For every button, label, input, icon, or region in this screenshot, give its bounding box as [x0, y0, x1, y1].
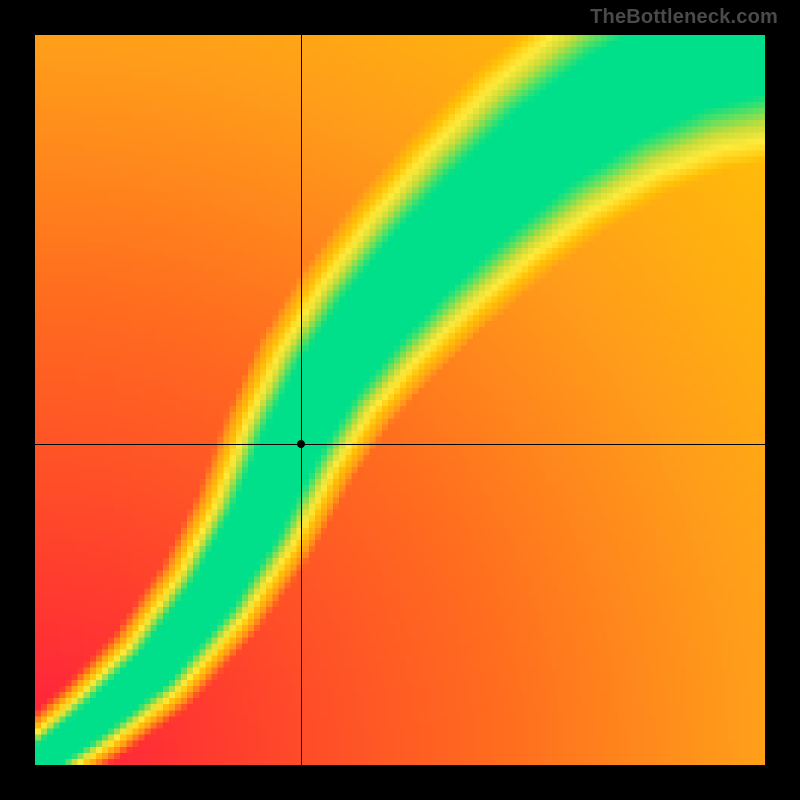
watermark-text: TheBottleneck.com — [590, 6, 778, 29]
bottleneck-heatmap — [35, 35, 765, 765]
crosshair-horizontal — [35, 444, 765, 445]
crosshair-vertical — [301, 35, 302, 765]
heatmap-canvas — [35, 35, 765, 765]
crosshair-marker — [297, 440, 305, 448]
